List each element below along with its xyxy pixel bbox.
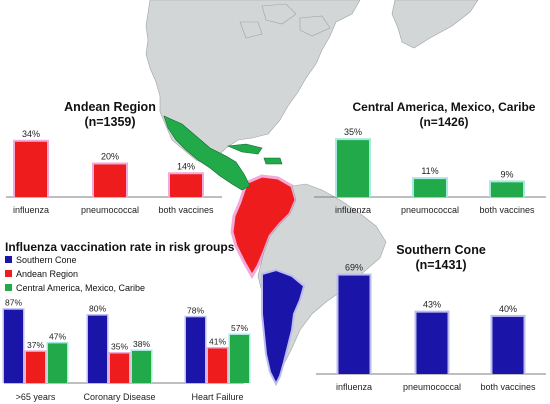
north-america-shape	[145, 0, 361, 165]
andean-category-label-pneumococcal: pneumococcal	[81, 205, 139, 215]
andean-value-label-both-vaccines: 14%	[177, 161, 195, 171]
southern-category-label-influenza: influenza	[336, 382, 372, 392]
central-category-label-both-vaccines: both vaccines	[479, 205, 535, 215]
andes-highlight-shape	[230, 174, 298, 279]
risk-bar-heart-failure-central-america	[230, 335, 249, 383]
southern-category-label-pneumococcal: pneumococcal	[403, 382, 461, 392]
arctic-island-1	[261, 3, 297, 25]
risk-value-label-coronary-disease-central-america: 38%	[133, 339, 150, 349]
legend-swatch-southern-cone	[5, 256, 12, 263]
risk-bar-heart-failure-andean-region	[208, 348, 227, 383]
andean-chart-title: Andean Region	[64, 100, 156, 114]
caribbean-islands-shape	[226, 143, 263, 155]
legend-label-southern-cone: Southern Cone	[16, 255, 77, 265]
southern-chart: Southern Cone (n=1431) 69% influenza 43% pn…	[316, 243, 546, 392]
central-value-label-pneumococcal: 11%	[421, 166, 438, 176]
andean-category-label-both-vaccines: both vaccines	[158, 205, 214, 215]
legend-swatch-central-america	[5, 284, 12, 291]
southern-category-label-both-vaccines: both vaccines	[480, 382, 536, 392]
risk-bar-coronary-disease-central-america	[132, 351, 151, 383]
central-bar-pneumococcal	[414, 179, 446, 197]
risk-value-label-coronary-disease-southern-cone: 80%	[89, 304, 106, 314]
southern-chart-subtitle: (n=1431)	[415, 258, 466, 272]
andean-chart: Andean Region (n=1359) 34% influenza 20% pn…	[6, 100, 222, 215]
southern-chart-title: Southern Cone	[396, 243, 486, 257]
central-value-label-influenza: 35%	[344, 127, 362, 137]
southern-bar-both-vaccines	[492, 316, 524, 374]
risk-bar-65-years-andean-region	[26, 351, 45, 383]
central-america-mexico-shape	[163, 115, 251, 191]
central-chart-title: Central America, Mexico, Caribe	[353, 100, 536, 114]
risk-category-label-heart-failure: Heart Failure	[191, 392, 243, 402]
andean-bar-influenza	[15, 141, 47, 197]
southern-value-label-influenza: 69%	[345, 263, 363, 273]
southern-bar-influenza	[338, 275, 370, 374]
legend-swatch-andean-region	[5, 270, 12, 277]
risk-value-label-65-years-andean-region: 37%	[27, 340, 44, 350]
arctic-island-2	[299, 15, 331, 37]
risk-bar-heart-failure-southern-cone	[186, 317, 205, 383]
risk-value-label-65-years-southern-cone: 87%	[5, 298, 22, 308]
andean-category-label-influenza: influenza	[13, 205, 49, 215]
central-chart-subtitle: (n=1426)	[419, 115, 468, 129]
risk-category-label-65-years: >65 years	[16, 392, 56, 402]
southern-cone-shape	[261, 268, 306, 387]
central-category-label-pneumococcal: pneumococcal	[401, 205, 459, 215]
risk-value-label-heart-failure-andean-region: 41%	[209, 336, 226, 346]
risk-bar-65-years-central-america	[48, 343, 67, 383]
risk-chart-title: Influenza vaccination rate in risk group…	[5, 240, 235, 254]
central-category-label-influenza: influenza	[335, 205, 371, 215]
andean-bar-both-vaccines	[170, 174, 202, 197]
southern-bar-pneumococcal	[416, 312, 448, 374]
greenland-shape	[391, 0, 479, 49]
risk-value-label-coronary-disease-andean-region: 35%	[111, 342, 128, 352]
americas-map	[145, 0, 479, 387]
risk-value-label-heart-failure-southern-cone: 78%	[187, 305, 204, 315]
risk-bar-coronary-disease-andean-region	[110, 353, 129, 383]
legend-label-central-america: Central America, Mexico, Caribe	[16, 283, 145, 293]
risk-bar-65-years-southern-cone	[4, 309, 23, 383]
andean-value-label-pneumococcal: 20%	[101, 152, 119, 162]
legend-label-andean-region: Andean Region	[16, 269, 78, 279]
southern-value-label-pneumococcal: 43%	[423, 300, 441, 310]
risk-category-label-coronary-disease: Coronary Disease	[83, 392, 155, 402]
central-bar-influenza	[337, 140, 369, 197]
risk-value-label-heart-failure-central-america: 57%	[231, 323, 248, 333]
southern-value-label-both-vaccines: 40%	[499, 304, 517, 314]
central-chart: Central America, Mexico, Caribe (n=1426)…	[314, 100, 546, 215]
andean-bar-pneumococcal	[94, 164, 126, 197]
risk-bar-coronary-disease-southern-cone	[88, 315, 107, 383]
risk-chart-legend: Southern Cone Andean Region Central Amer…	[5, 255, 145, 293]
risk-value-label-65-years-central-america: 47%	[49, 331, 66, 341]
central-value-label-both-vaccines: 9%	[500, 169, 513, 179]
arctic-island-3	[239, 21, 263, 39]
caribbean-islands-shape-2	[263, 157, 283, 165]
andean-value-label-influenza: 34%	[22, 129, 40, 139]
risk-groups-chart: Influenza vaccination rate in risk group…	[2, 240, 251, 402]
central-bar-both-vaccines	[491, 182, 523, 197]
andean-chart-subtitle: (n=1359)	[84, 115, 135, 129]
